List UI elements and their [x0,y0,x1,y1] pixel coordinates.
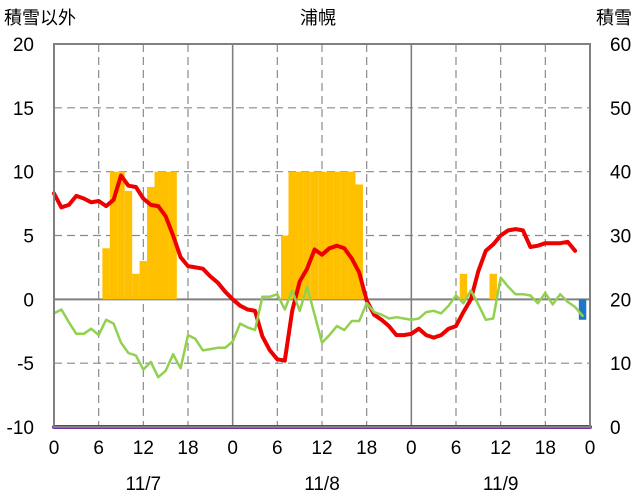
x-hour-tick-label: 18 [177,438,198,459]
bar [310,171,319,300]
left-y-tick-label: 10 [13,163,34,184]
right-axis-label: 積雪 [596,8,632,29]
left-y-tick-label: 5 [23,227,34,248]
left-y-tick-label: -5 [17,354,34,375]
bar [318,171,326,300]
x-hour-tick-label: 6 [93,438,104,459]
bar [303,171,311,300]
bar [340,171,349,300]
x-hour-tick-label: 6 [451,438,462,459]
bar [154,171,162,300]
bar-series [102,171,587,320]
bar [117,171,125,300]
bar [124,190,133,300]
bar [109,171,118,300]
bar [132,273,140,300]
x-hour-tick-label: 18 [356,438,377,459]
left-y-tick-label: -10 [7,418,34,439]
bar [147,186,155,300]
x-hour-tick-label: 0 [227,438,238,459]
x-hour-ticks: 0 6 12 18 0 6 12 18 0 6 12 18 0 [49,438,596,459]
bar [459,273,468,300]
left-y-tick-label: 0 [23,290,34,311]
right-y-tick-label: 50 [610,99,631,120]
red-series-line [52,173,578,363]
bar [139,261,148,300]
bar [102,248,110,300]
bar [161,171,170,300]
x-hour-tick-label: 12 [133,438,154,459]
bar [295,171,304,300]
bar [489,273,497,300]
x-day-label: 11/7 [126,474,162,495]
bar [355,184,363,300]
bar [325,171,334,300]
right-y-tick-label: 40 [610,163,631,184]
right-y-ticks: 60 50 40 30 20 10 0 [610,35,631,439]
chart-title: 浦幌 [300,8,336,29]
left-y-tick-label: 15 [13,99,34,120]
left-y-ticks: 20 15 10 5 0 -5 -10 [7,35,34,439]
bar [578,299,587,320]
bar [281,235,289,300]
x-hour-tick-label: 0 [49,438,60,459]
x-hour-tick-label: 12 [490,438,511,459]
bar [333,171,341,300]
green-series-line [52,276,584,379]
grid [54,44,590,427]
right-y-tick-label: 60 [610,35,631,56]
left-axis-label: 積雪以外 [4,8,76,29]
x-day-labels: 11/7 11/8 11/9 [126,474,519,495]
right-y-tick-label: 0 [610,418,621,439]
bar [288,171,296,300]
right-y-tick-label: 20 [610,290,631,311]
bar [348,171,356,300]
x-hour-tick-label: 0 [406,438,417,459]
left-y-tick-label: 20 [13,35,34,56]
right-y-tick-label: 10 [610,354,631,375]
x-day-label: 11/9 [483,474,519,495]
x-hour-tick-label: 6 [272,438,283,459]
x-hour-tick-label: 18 [535,438,556,459]
x-day-label: 11/8 [304,474,340,495]
plot-frame [53,43,591,428]
x-hour-tick-label: 0 [585,438,596,459]
right-y-tick-label: 30 [610,227,631,248]
x-hour-tick-label: 12 [311,438,332,459]
